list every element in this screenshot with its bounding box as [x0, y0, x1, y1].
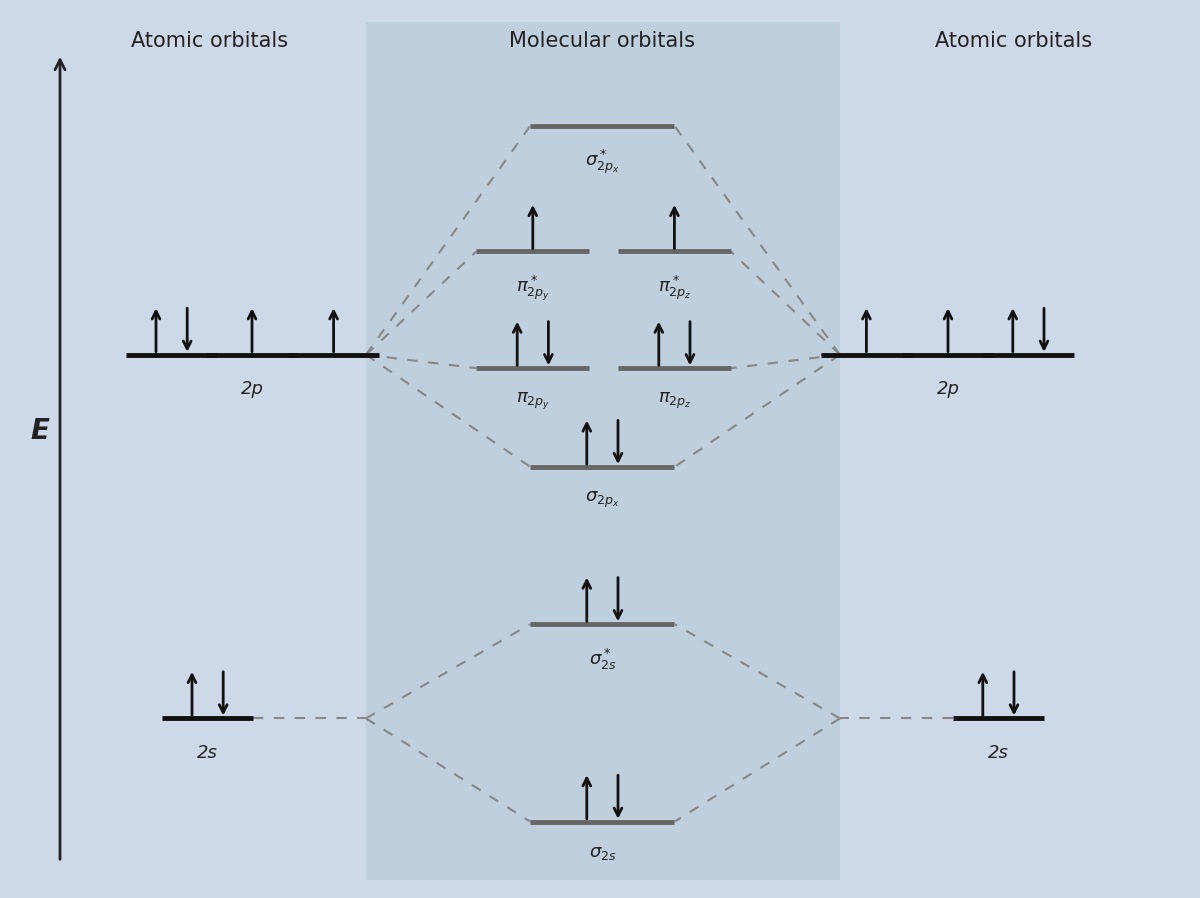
FancyBboxPatch shape: [366, 22, 840, 880]
Text: Molecular orbitals: Molecular orbitals: [509, 31, 696, 51]
Text: E: E: [30, 417, 49, 445]
Text: 2s: 2s: [197, 744, 218, 762]
Text: $\sigma_{2s}$: $\sigma_{2s}$: [588, 844, 617, 862]
Text: $\pi_{2p_y}$: $\pi_{2p_y}$: [516, 391, 550, 412]
Text: $\pi^*_{2p_z}$: $\pi^*_{2p_z}$: [658, 274, 691, 303]
Text: 2s: 2s: [988, 744, 1009, 762]
Text: 2p: 2p: [936, 380, 960, 398]
Text: $\pi_{2p_z}$: $\pi_{2p_z}$: [658, 391, 691, 410]
Text: $\sigma_{2p_x}$: $\sigma_{2p_x}$: [586, 489, 619, 509]
Text: $\sigma^*_{2p_x}$: $\sigma^*_{2p_x}$: [586, 148, 619, 177]
Text: Atomic orbitals: Atomic orbitals: [132, 31, 288, 51]
Text: Atomic orbitals: Atomic orbitals: [936, 31, 1092, 51]
Text: 2p: 2p: [240, 380, 264, 398]
Text: $\pi^*_{2p_y}$: $\pi^*_{2p_y}$: [516, 274, 550, 304]
Text: $\sigma^*_{2s}$: $\sigma^*_{2s}$: [588, 647, 617, 672]
